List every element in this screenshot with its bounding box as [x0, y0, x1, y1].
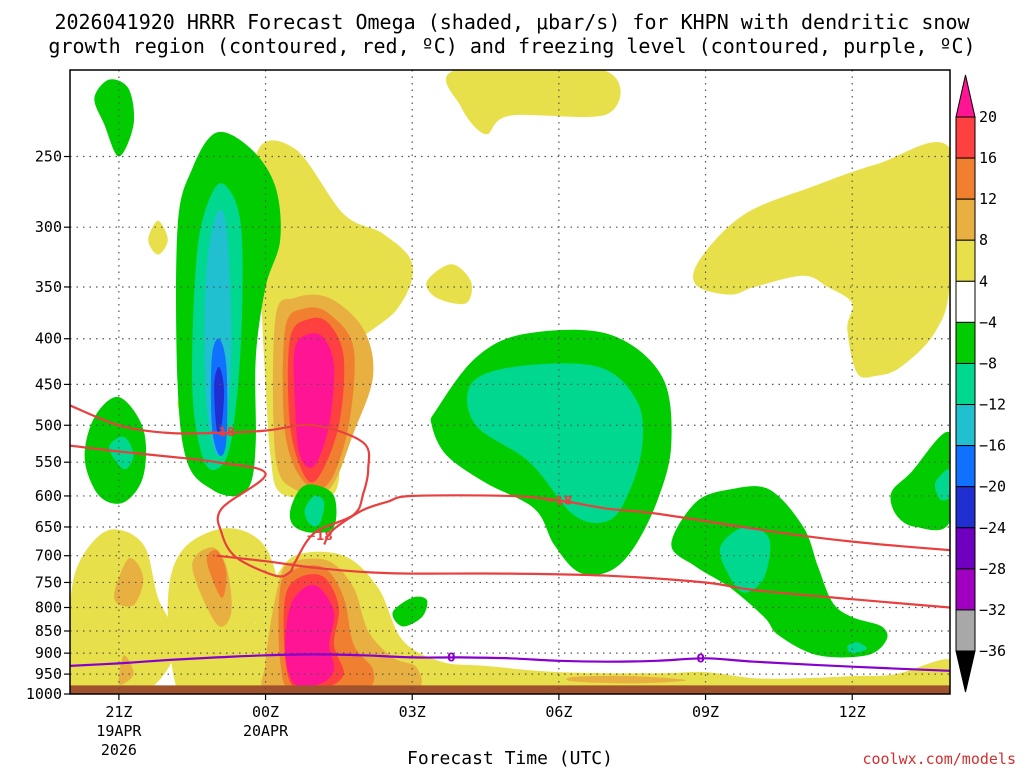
omega-region-32 — [304, 495, 325, 527]
y-tick-label-900: 900 — [35, 644, 62, 662]
contour-label-3: 0 — [447, 650, 455, 664]
colorbar-label-12: −32 — [979, 601, 1006, 619]
x-tick-year-21Z: 2026 — [101, 741, 137, 759]
y-tick-label-650: 650 — [35, 518, 62, 536]
colorbar-bin-7 — [955, 404, 976, 447]
colorbar-bottom-arrow — [955, 650, 976, 693]
omega-region-34 — [109, 436, 134, 470]
colorbar-bin-0 — [955, 116, 976, 159]
credit-text: coolwx.com/models — [862, 750, 1016, 768]
y-tick-label-600: 600 — [35, 487, 62, 505]
contour-dgz-lower — [323, 494, 950, 552]
y-tick-label-500: 500 — [35, 416, 62, 434]
omega-region-36 — [847, 642, 867, 654]
omega-region-28 — [671, 486, 888, 658]
y-tick-label-850: 850 — [35, 622, 62, 640]
omega-region-26 — [392, 596, 428, 627]
colorbar-label-8: −16 — [979, 437, 1006, 455]
plot-frame — [69, 69, 951, 695]
colorbar-label-5: −4 — [979, 313, 997, 331]
x-tick-label-03Z: 03Z — [399, 703, 426, 721]
colorbar-bin-3 — [955, 239, 976, 282]
x-tick-label-21Z: 21Z — [105, 703, 132, 721]
omega-region-3 — [426, 264, 472, 305]
y-tick-label-950: 950 — [35, 665, 62, 683]
colorbar-label-0: 20 — [979, 108, 997, 126]
x-tick-label-00Z: 00Z — [252, 703, 279, 721]
contour-label-4: 0 — [696, 651, 704, 665]
omega-region-33 — [719, 526, 771, 593]
x-tick-label-12Z: 12Z — [839, 703, 866, 721]
y-tick-label-400: 400 — [35, 330, 62, 348]
colorbar-bin-1 — [955, 157, 976, 200]
x-tick-date-00Z: 20APR — [243, 722, 289, 740]
colorbar-bin-9 — [955, 486, 976, 529]
colorbar-label-2: 12 — [979, 190, 997, 208]
y-tick-label-800: 800 — [35, 598, 62, 616]
chart-title-line2: growth region (contoured, red, ºC) and f… — [48, 34, 975, 58]
colorbar-bin-6 — [955, 362, 976, 406]
colorbar-bin-12 — [955, 609, 976, 652]
omega-region-21 — [284, 584, 335, 688]
omega-region-7 — [148, 220, 168, 255]
colorbar-label-1: 16 — [979, 149, 997, 167]
omega-region-20 — [293, 333, 335, 468]
colorbar-bin-10 — [955, 527, 976, 570]
colorbar-label-7: −12 — [979, 396, 1006, 414]
y-tick-label-1000: 1000 — [26, 685, 62, 703]
y-tick-label-700: 700 — [35, 547, 62, 565]
omega-region-1 — [693, 142, 950, 378]
contour-dgz-base — [216, 554, 950, 609]
colorbar-label-13: −36 — [979, 642, 1006, 660]
colorbar-bin-4 — [955, 280, 976, 323]
colorbar-label-3: 8 — [979, 231, 988, 249]
chart-title-line1: 2026041920 HRRR Forecast Omega (shaded, … — [54, 10, 970, 34]
colorbar-bin-8 — [955, 445, 976, 488]
colorbar-label-6: −8 — [979, 354, 997, 372]
contour-label-1: −18 — [306, 529, 333, 543]
omega-region-14 — [566, 675, 686, 684]
omega-region-17 — [206, 549, 227, 598]
y-tick-label-550: 550 — [35, 453, 62, 471]
x-tick-date-21Z: 19APR — [96, 722, 142, 740]
x-axis-title: Forecast Time (UTC) — [407, 748, 613, 768]
contour-label-0: −18 — [208, 425, 235, 439]
y-tick-label-300: 300 — [35, 218, 62, 236]
y-tick-label-250: 250 — [35, 148, 62, 166]
contour-dgz-upper — [70, 404, 371, 578]
contour-freezing-level — [70, 653, 950, 672]
omega-region-35 — [934, 468, 950, 501]
omega-region-39 — [214, 366, 225, 433]
y-tick-label-750: 750 — [35, 573, 62, 591]
omega-region-22 — [94, 79, 135, 157]
colorbar-top-arrow — [955, 74, 976, 118]
x-tick-label-06Z: 06Z — [545, 703, 572, 721]
colorbar-label-4: 4 — [979, 272, 988, 290]
y-tick-label-350: 350 — [35, 278, 62, 296]
omega-region-0 — [445, 70, 621, 135]
colorbar-bin-5 — [955, 321, 976, 364]
y-tick-label-450: 450 — [35, 375, 62, 393]
ground-strip — [70, 685, 950, 694]
colorbar-bin-2 — [955, 198, 976, 241]
omega-region-30 — [466, 363, 644, 524]
contour-label-2: −18 — [546, 493, 573, 507]
x-tick-label-09Z: 09Z — [692, 703, 719, 721]
omega-region-29 — [890, 431, 950, 531]
colorbar-label-11: −28 — [979, 560, 1006, 578]
colorbar-label-9: −20 — [979, 478, 1006, 496]
colorbar-label-10: −24 — [979, 519, 1006, 537]
colorbar-bin-11 — [955, 568, 976, 611]
